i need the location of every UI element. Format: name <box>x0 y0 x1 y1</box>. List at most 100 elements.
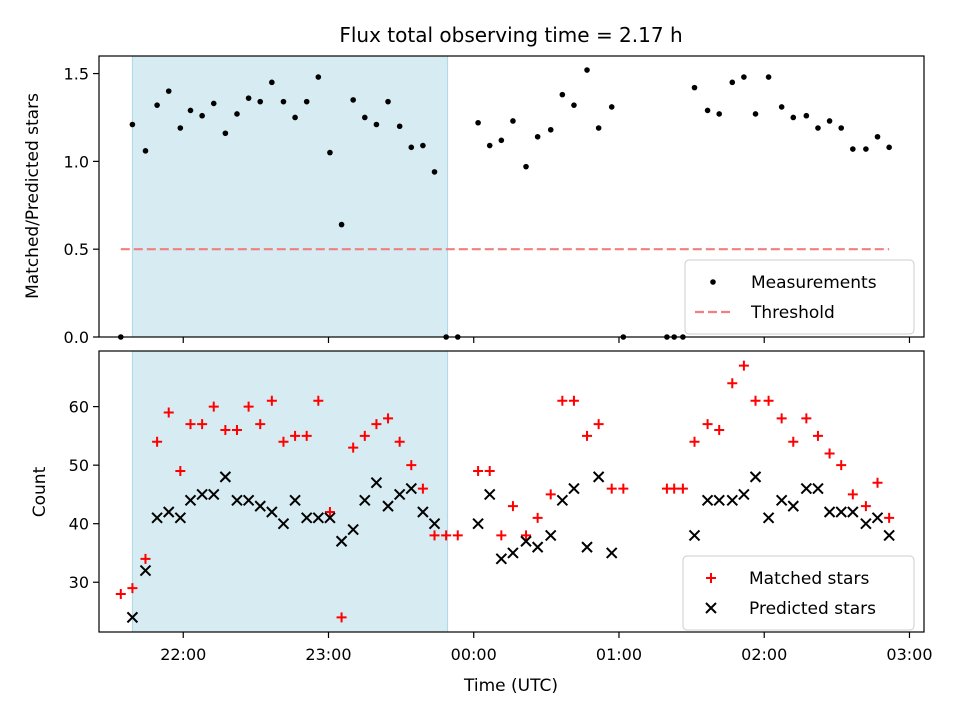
x-tick-label: 00:00 <box>451 645 497 664</box>
matched-stars-point <box>290 430 301 441</box>
measurement-point <box>886 144 892 151</box>
matched-stars-point <box>714 425 725 436</box>
measurement-point <box>571 102 577 108</box>
matched-stars-point <box>593 419 604 430</box>
predicted-stars-point <box>495 553 508 565</box>
measurement-point <box>327 149 333 156</box>
matched-stars-point <box>872 477 883 488</box>
top-shaded-interval <box>131 55 449 338</box>
measurement-point <box>498 137 505 144</box>
predicted-stars-point <box>800 482 813 495</box>
matched-stars-point <box>738 360 749 371</box>
measurement-point <box>691 84 698 91</box>
measurement-point <box>292 114 298 121</box>
predicted-stars-point <box>701 494 714 506</box>
predicted-stars-point <box>370 477 383 489</box>
matched-stars-point <box>324 506 335 517</box>
measurement-point <box>177 125 184 131</box>
predicted-stars-point <box>520 535 532 547</box>
matched-stars-point <box>606 483 617 494</box>
matched-stars-point <box>197 419 208 430</box>
x-tick-label: 23:00 <box>305 645 351 664</box>
bottom-y-tick-label: 60 <box>69 398 89 417</box>
matched-stars-point <box>750 395 761 406</box>
predicted-stars-point <box>847 506 859 518</box>
measurement-point <box>826 118 833 124</box>
measurement-point <box>765 74 772 80</box>
measurement-point <box>187 107 194 114</box>
top-y-axis-label: Matched/Predicted stars <box>23 93 43 299</box>
measurement-point <box>222 130 229 137</box>
matched-stars-point <box>532 512 543 523</box>
x-axis-label: Time (UTC) <box>463 676 558 696</box>
legend-entry-label: Measurements <box>751 273 877 293</box>
matched-stars-point <box>266 395 277 406</box>
x-tick-label: 01:00 <box>596 645 642 664</box>
measurement-point <box>280 98 287 105</box>
measurement-point <box>790 114 797 121</box>
matched-stars-point <box>359 430 370 441</box>
top-panel: 0.0 0.5 1.0 1.5 Measurements Threshold <box>64 55 925 347</box>
bottom-y-tick-label: 50 <box>69 456 89 475</box>
predicted-stars-point <box>545 529 557 542</box>
predicted-stars-point <box>556 494 569 506</box>
measurement-point <box>385 98 391 105</box>
legend-entry-label: Predicted stars <box>749 599 876 619</box>
matched-stars-point <box>220 425 231 436</box>
matched-stars-point <box>860 501 871 512</box>
measurement-point <box>210 100 217 107</box>
matched-stars-point <box>812 430 823 441</box>
matched-stars-point <box>677 483 688 494</box>
matched-stars-point <box>394 436 405 447</box>
bottom-shaded-interval <box>131 350 449 633</box>
measurement-point <box>362 114 368 121</box>
matched-stars-point <box>127 583 138 594</box>
measurement-point <box>431 169 438 175</box>
predicted-stars-point <box>324 512 336 524</box>
predicted-stars-point <box>139 564 152 577</box>
predicted-stars-point <box>393 488 406 501</box>
measurement-point <box>547 126 554 133</box>
measurement-point <box>729 79 736 86</box>
legend-entry-label: Matched stars <box>749 569 869 589</box>
matched-stars-point <box>545 489 556 500</box>
measurement-point <box>154 102 160 108</box>
measurement-point <box>741 74 747 80</box>
predicted-stars-point <box>126 611 139 624</box>
measurement-point <box>257 98 264 105</box>
x-tick-label: 02:00 <box>741 645 787 664</box>
measurement-point <box>129 121 136 128</box>
matched-stars-point <box>441 530 452 541</box>
predicted-stars-point <box>568 482 580 495</box>
chart-title: Flux total observing time = 2.17 h <box>339 23 682 47</box>
matched-stars-point <box>115 588 126 599</box>
predicted-stars-point <box>196 488 208 501</box>
matched-stars-point <box>452 530 463 541</box>
measurement-point <box>510 118 516 124</box>
predicted-stars-point <box>738 488 750 501</box>
measurement-point <box>534 133 541 140</box>
matched-stars-point <box>507 501 518 512</box>
measurement-point <box>396 123 403 130</box>
matched-stars-point <box>301 430 312 441</box>
matched-stars-point <box>847 489 858 500</box>
measurement-point <box>315 74 322 80</box>
matched-stars-point <box>348 442 359 453</box>
matched-stars-point <box>618 483 629 494</box>
predicted-stars-point <box>484 488 496 501</box>
predicted-stars-point <box>860 517 872 530</box>
legend-measurements-swatch <box>710 279 716 285</box>
measurement-point <box>165 88 172 94</box>
measurement-point <box>408 144 415 151</box>
top-y-tick-label: 1.0 <box>64 152 89 171</box>
matched-stars-point <box>313 395 324 406</box>
measurement-point <box>475 119 481 126</box>
measurement-point <box>704 107 711 114</box>
predicted-stars-point <box>242 494 255 506</box>
top-axes-frame <box>98 55 925 338</box>
matched-stars-point <box>496 530 507 541</box>
predicted-stars-point <box>713 494 725 506</box>
measurement-point <box>338 221 345 228</box>
matched-stars-point <box>429 530 440 541</box>
